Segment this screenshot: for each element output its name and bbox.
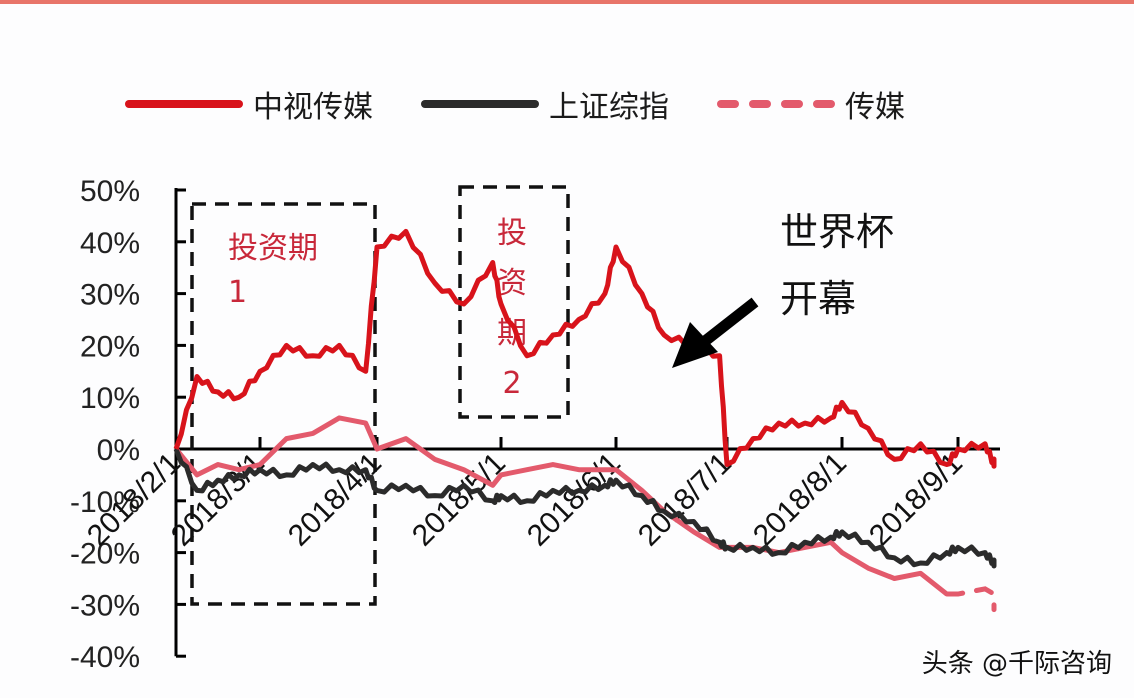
- y-tick-label: 0%: [97, 434, 140, 467]
- legend-item-shanghai-composite: 上证综指: [421, 82, 669, 126]
- box2-label-char: 投: [497, 216, 527, 251]
- legend-label: 传媒: [845, 90, 905, 125]
- y-tick-label: -10%: [70, 486, 140, 519]
- series-media-sector-dashed: [944, 586, 997, 613]
- top-accent-bar: [0, 0, 1134, 4]
- box2-label-char: 资: [497, 266, 527, 301]
- series-media-sector: [174, 415, 949, 597]
- legend-item-zhongshi-media: 中视传媒: [125, 82, 373, 126]
- box2-label-char: 2: [502, 366, 521, 401]
- series-zhongshi-media: [173, 228, 997, 469]
- y-tick-label: -20%: [70, 538, 140, 571]
- annotations: 投资期 1 世界杯 开幕: [228, 210, 894, 368]
- chart-legend: 中视传媒 上证综指 传媒: [125, 82, 953, 126]
- y-tick-label: 40%: [80, 227, 140, 260]
- event-label-line1: 世界杯: [780, 210, 894, 254]
- y-tick-label: 10%: [80, 382, 140, 415]
- y-tick-label: 20%: [80, 330, 140, 363]
- legend-swatch-solid-red: [125, 100, 243, 108]
- y-tick-label: 50%: [80, 175, 140, 208]
- y-tick-label: -40%: [70, 641, 140, 674]
- x-tick-label: 2018/9/1: [863, 447, 969, 553]
- box1-number: 1: [228, 275, 247, 310]
- y-tick-label: 30%: [80, 279, 140, 312]
- legend-label: 上证综指: [549, 90, 669, 125]
- data-series: [173, 228, 997, 613]
- investment-period-1-box: [190, 202, 377, 606]
- legend-label: 中视传媒: [253, 90, 373, 125]
- arrow-icon: [672, 297, 759, 368]
- y-axis: 50% 40% 30% 20% 10% 0% -10% -20% -30% -40%: [70, 175, 186, 674]
- series-shanghai-composite: [173, 448, 997, 569]
- watermark: 头条 @千际咨询: [921, 649, 1112, 679]
- legend-item-media-sector: 传媒: [717, 82, 905, 126]
- event-label-line2: 开幕: [780, 277, 856, 321]
- x-tick-label: 2018/4/1: [282, 447, 388, 553]
- legend-swatch-dashed-pink: [717, 100, 835, 108]
- legend-swatch-solid-black: [421, 100, 539, 108]
- y-tick-label: -30%: [70, 589, 140, 622]
- box1-label: 投资期: [228, 231, 318, 266]
